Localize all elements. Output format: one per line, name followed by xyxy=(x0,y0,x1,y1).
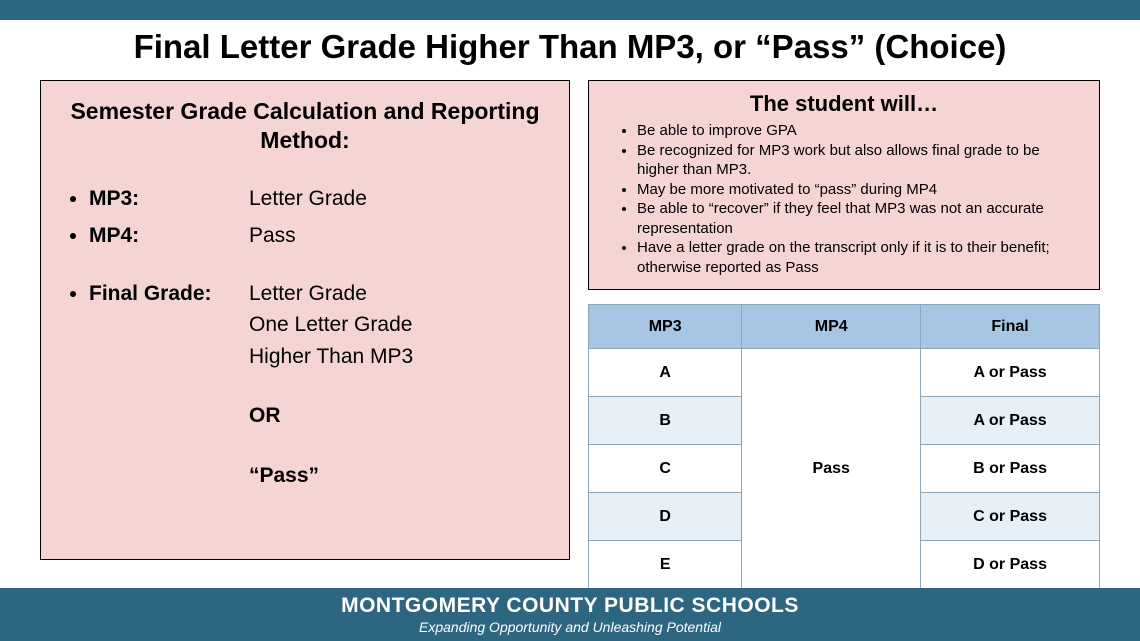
left-item-mp3: MP3:Letter Grade xyxy=(89,183,547,215)
left-panel: Semester Grade Calculation and Reporting… xyxy=(40,80,570,560)
left-item-value: Letter Grade xyxy=(249,187,367,210)
col-header-mp4: MP4 xyxy=(742,305,921,349)
right-bullet: Be able to improve GPA xyxy=(637,121,1081,141)
cell-final: D or Pass xyxy=(921,541,1100,589)
columns: Semester Grade Calculation and Reporting… xyxy=(40,80,1100,589)
slide-content: Final Letter Grade Higher Than MP3, or “… xyxy=(0,20,1140,589)
grade-table: MP3 MP4 Final A Pass A or Pass B A or Pa… xyxy=(588,304,1100,589)
cell-mp3: C xyxy=(589,445,742,493)
left-item-label: Final Grade: xyxy=(89,278,249,310)
left-item-final: Final Grade: Letter Grade One Letter Gra… xyxy=(89,278,547,492)
left-heading: Semester Grade Calculation and Reporting… xyxy=(63,97,547,155)
cell-mp3: B xyxy=(589,397,742,445)
final-line: One Letter Grade xyxy=(249,309,413,341)
right-bullet: May be more motivated to “pass” during M… xyxy=(637,180,1081,200)
cell-mp4: Pass xyxy=(742,349,921,589)
final-pass: “Pass” xyxy=(249,460,413,492)
right-bullet: Have a letter grade on the transcript on… xyxy=(637,238,1081,277)
slide-title: Final Letter Grade Higher Than MP3, or “… xyxy=(40,28,1100,66)
cell-final: C or Pass xyxy=(921,493,1100,541)
right-bullet: Be able to “recover” if they feel that M… xyxy=(637,199,1081,238)
left-item-label: MP4: xyxy=(89,220,249,252)
cell-final: B or Pass xyxy=(921,445,1100,493)
right-list: Be able to improve GPA Be recognized for… xyxy=(607,121,1081,277)
top-bar xyxy=(0,0,1140,20)
right-bullet: Be recognized for MP3 work but also allo… xyxy=(637,141,1081,180)
final-line: Letter Grade xyxy=(249,278,413,310)
left-item-value: Pass xyxy=(249,224,296,247)
cell-final: A or Pass xyxy=(921,397,1100,445)
footer-bar: MONTGOMERY COUNTY PUBLIC SCHOOLS Expandi… xyxy=(0,588,1140,641)
cell-mp3: E xyxy=(589,541,742,589)
final-or: OR xyxy=(249,400,413,432)
left-item-label: MP3: xyxy=(89,183,249,215)
footer-title: MONTGOMERY COUNTY PUBLIC SCHOOLS xyxy=(341,594,799,618)
right-column: The student will… Be able to improve GPA… xyxy=(588,80,1100,589)
cell-mp3: A xyxy=(589,349,742,397)
col-header-mp3: MP3 xyxy=(589,305,742,349)
table-header-row: MP3 MP4 Final xyxy=(589,305,1100,349)
left-list: MP3:Letter Grade MP4:Pass Final Grade: L… xyxy=(63,183,547,492)
col-header-final: Final xyxy=(921,305,1100,349)
final-grade-block: Letter Grade One Letter Grade Higher Tha… xyxy=(249,278,413,492)
cell-mp3: D xyxy=(589,493,742,541)
left-item-mp4: MP4:Pass xyxy=(89,220,547,252)
final-line: Higher Than MP3 xyxy=(249,341,413,373)
table-row: A Pass A or Pass xyxy=(589,349,1100,397)
footer-tagline: Expanding Opportunity and Unleashing Pot… xyxy=(419,619,721,635)
spacer xyxy=(89,258,547,272)
right-panel: The student will… Be able to improve GPA… xyxy=(588,80,1100,290)
cell-final: A or Pass xyxy=(921,349,1100,397)
right-heading: The student will… xyxy=(607,91,1081,117)
